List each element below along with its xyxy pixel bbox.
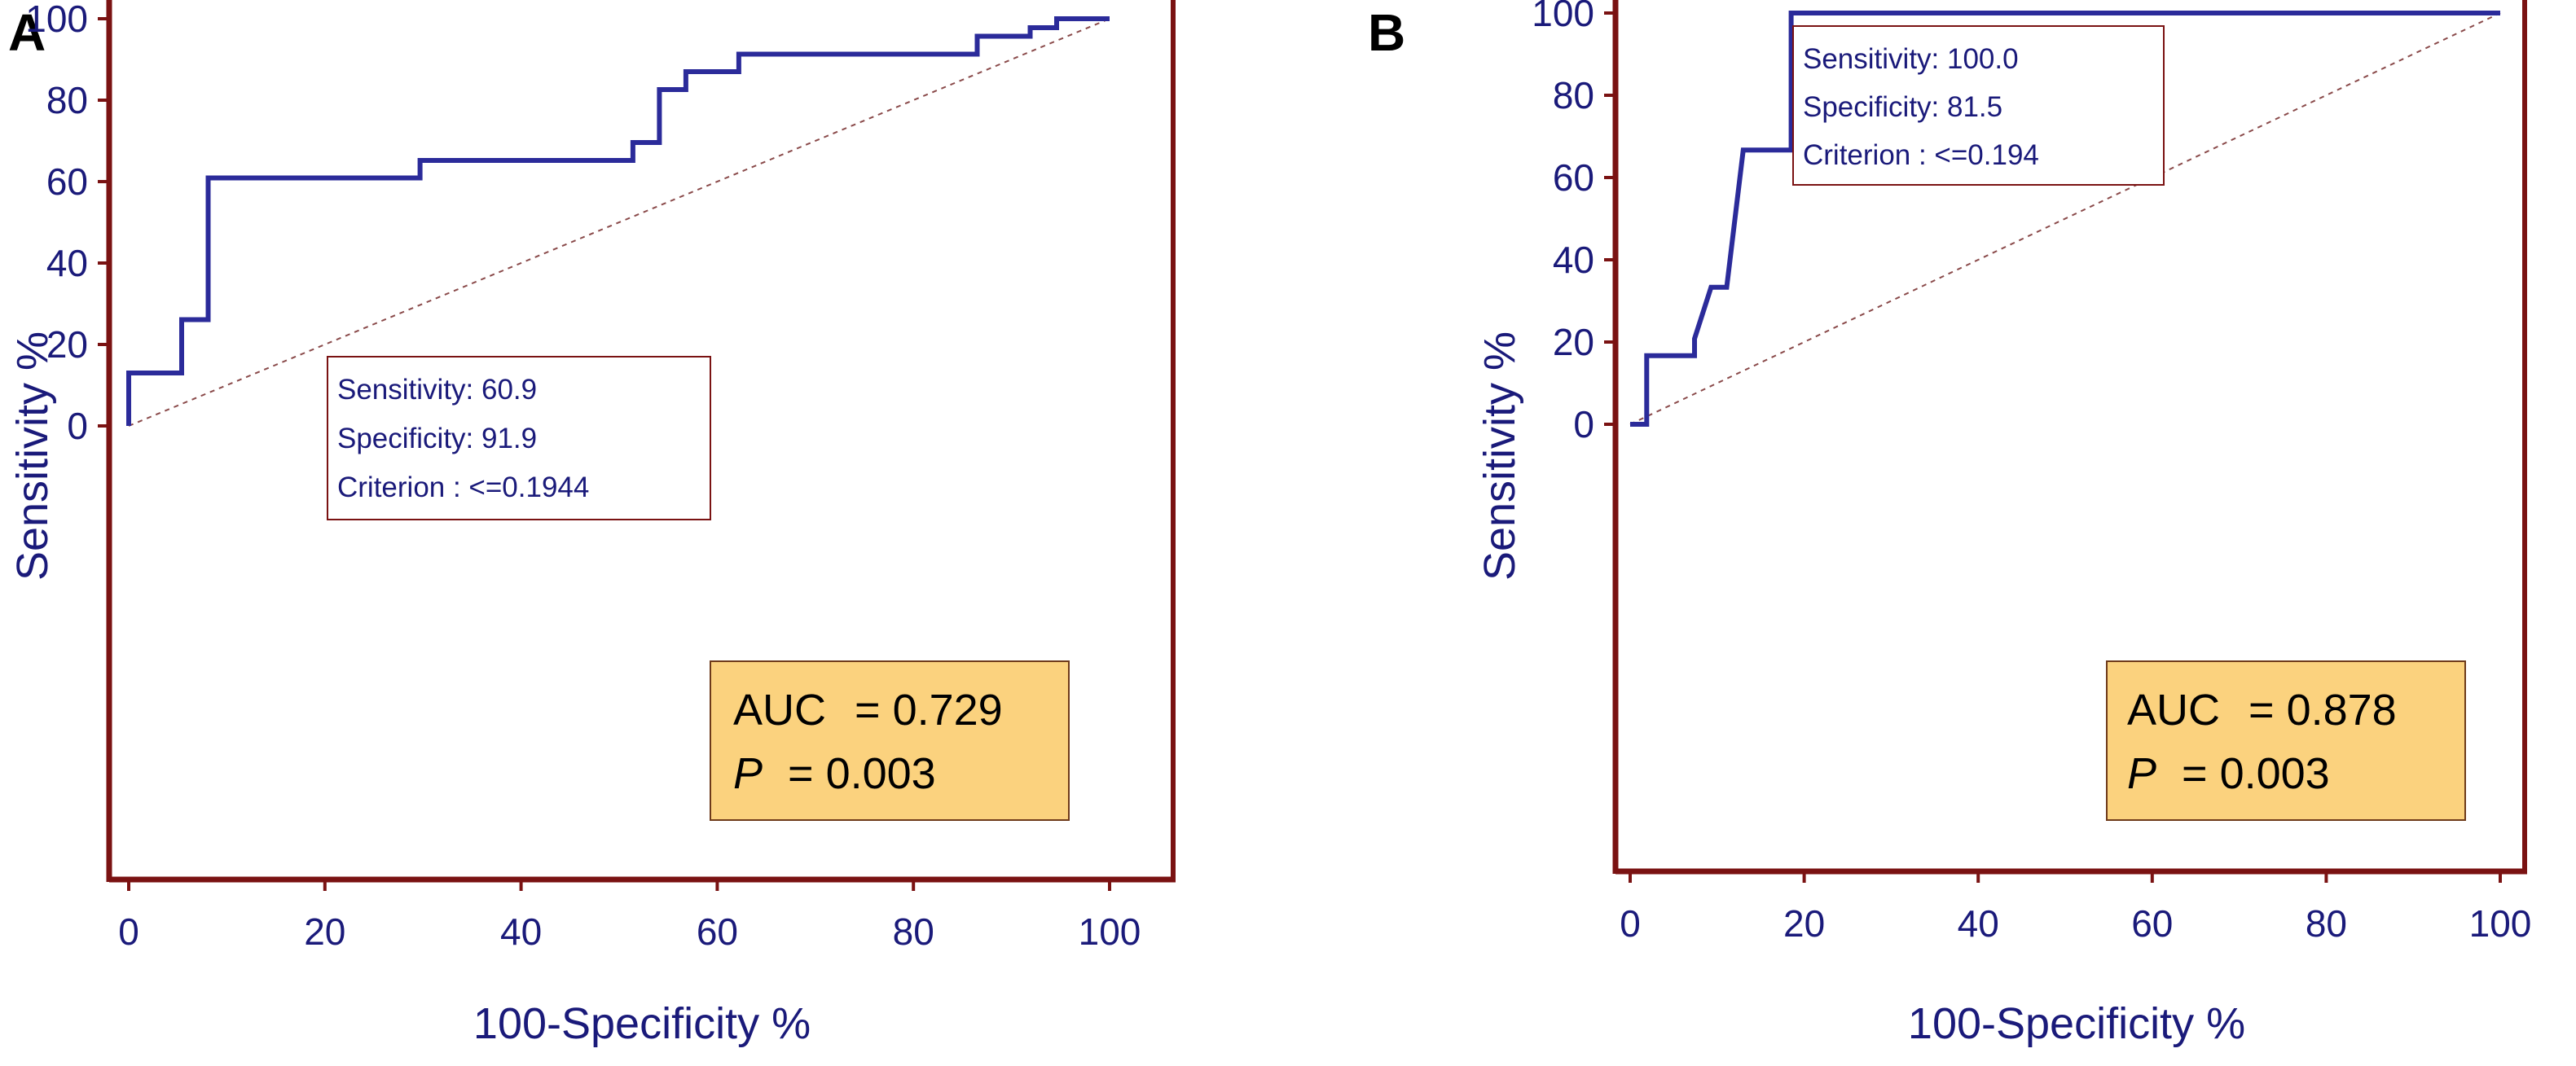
x-tick-label-b-3: 60 — [2131, 902, 2173, 945]
x-axis-title-a: 100-Specificity % — [473, 999, 811, 1048]
auc-value-b: = 0.878 — [2249, 686, 2397, 735]
y-ticks-b: 0 20 40 60 80 100 — [1532, 0, 1615, 445]
panel-a: A 0 20 40 60 80 100 0 20 40 60 80 100 Sensitivity:… — [8, 0, 1176, 1048]
criterion-annotation-b: Sensitivity: 100.0 Specificity: 81.5 Cri… — [1792, 25, 2165, 186]
y-tick-label-a-2: 40 — [46, 242, 88, 284]
reference-diagonal-b — [1629, 12, 2501, 425]
auc-b: AUC = 0.878 — [2127, 686, 2397, 735]
panel-b: B 0 20 40 60 80 100 0 20 40 60 80 100 Sensitivity:… — [1288, 0, 2576, 1066]
annotation-sensitivity-b: Sensitivity: 100.0 — [1803, 43, 2019, 75]
y-ticks-a: 0 20 40 60 80 100 — [25, 0, 109, 447]
roc-chart-b: B 0 20 40 60 80 100 0 20 40 60 80 100 Sensitivity:… — [1368, 0, 2531, 1048]
reference-line-a — [128, 18, 1110, 427]
roc-line-b — [1630, 11, 2500, 427]
x-tick-label-a-1: 20 — [304, 910, 345, 953]
annotation-criterion-b: Criterion : <=0.194 — [1803, 139, 2039, 171]
stats-box-bg-a — [710, 660, 1070, 821]
auc-label-a: AUC — [733, 686, 826, 735]
reference-diagonal-a — [128, 18, 1110, 427]
y-tick-label-b-1: 20 — [1553, 321, 1594, 363]
panel-letter-a: A — [8, 3, 46, 62]
annotation-criterion-a: Criterion : <=0.1944 — [337, 472, 589, 503]
x-axis-title-b: 100-Specificity % — [1908, 999, 2245, 1048]
x-tick-label-b-5: 100 — [2469, 902, 2532, 945]
p-val-b: = 0.003 — [2182, 749, 2330, 798]
y-tick-label-a-3: 60 — [46, 160, 88, 203]
annotation-specificity-b: Specificity: 81.5 — [1803, 91, 2002, 123]
x-tick-label-a-0: 0 — [118, 910, 139, 953]
auc-a: AUC = 0.729 — [733, 686, 1003, 735]
x-ticks-a: 0 20 40 60 80 100 — [118, 880, 1141, 953]
criterion-annotation-a: Sensitivity: 60.9 Specificity: 91.9 Crit… — [327, 356, 711, 520]
stats-box-bg-b — [2106, 660, 2466, 821]
y-axis-title-a: Sensitivity % — [8, 331, 57, 581]
y-tick-label-b-5: 100 — [1532, 0, 1594, 34]
p-value-a: P = 0.003 — [733, 749, 936, 798]
stats-box-b: AUC = 0.878 P = 0.003 — [2106, 660, 2466, 821]
reference-line-b — [1629, 12, 2501, 425]
roc-curve-a — [126, 16, 1110, 426]
x-tick-label-b-4: 80 — [2306, 902, 2347, 945]
annotation-box-a — [327, 356, 711, 520]
x-tick-label-b-2: 40 — [1958, 902, 1999, 945]
y-tick-label-a-4: 80 — [46, 79, 88, 121]
y-tick-label-a-0: 0 — [67, 405, 88, 447]
annotation-sensitivity-a: Sensitivity: 60.9 — [337, 374, 537, 406]
y-tick-label-b-4: 80 — [1553, 74, 1594, 116]
annotation-specificity-a: Specificity: 91.9 — [337, 423, 537, 454]
annotation-box-b — [1792, 25, 2165, 186]
auc-value-a: = 0.729 — [855, 686, 1003, 735]
p-label-a: P — [733, 749, 763, 798]
p-value-b: P = 0.003 — [2127, 749, 2330, 798]
plot-frame-b — [1612, 0, 2527, 875]
roc-chart-a: A 0 20 40 60 80 100 0 20 40 60 80 100 Sensitivity:… — [8, 0, 1176, 1048]
y-tick-label-b-0: 0 — [1573, 403, 1594, 445]
auc-label-b: AUC — [2127, 686, 2220, 735]
roc-curve-b — [1630, 11, 2500, 427]
stats-box-a: AUC = 0.729 P = 0.003 — [710, 660, 1070, 821]
y-tick-label-b-2: 40 — [1553, 239, 1594, 281]
p-label-b: P — [2127, 749, 2156, 798]
y-tick-label-a-1: 20 — [46, 323, 88, 366]
p-val-a: = 0.003 — [788, 749, 936, 798]
x-tick-label-a-5: 100 — [1079, 910, 1141, 953]
x-tick-label-a-2: 40 — [500, 910, 542, 953]
x-tick-label-b-0: 0 — [1620, 902, 1641, 945]
y-tick-label-a-5: 100 — [25, 0, 88, 40]
x-tick-label-a-3: 60 — [697, 910, 738, 953]
x-tick-label-a-4: 80 — [893, 910, 934, 953]
y-axis-title-b: Sensitivity % — [1475, 331, 1524, 581]
plot-frame-a — [106, 0, 1176, 883]
x-ticks-b: 0 20 40 60 80 100 — [1620, 871, 2531, 945]
x-tick-label-b-1: 20 — [1783, 902, 1825, 945]
y-tick-label-b-3: 60 — [1553, 156, 1594, 199]
roc-line-a — [126, 16, 1110, 426]
panel-letter-b: B — [1368, 3, 1405, 62]
